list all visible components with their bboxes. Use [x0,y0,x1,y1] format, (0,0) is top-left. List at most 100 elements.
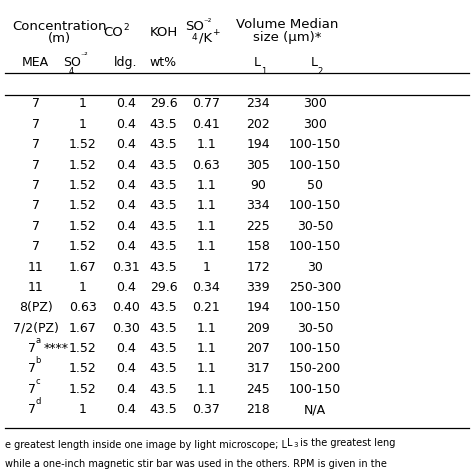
Text: 1: 1 [202,261,210,273]
Text: 7: 7 [27,403,36,416]
Text: is the greatest leng: is the greatest leng [297,438,396,448]
Text: 1.1: 1.1 [196,322,216,335]
Text: 7: 7 [27,342,36,355]
Text: 100-150: 100-150 [289,240,341,253]
Text: 202: 202 [246,118,270,131]
Text: 1.1: 1.1 [196,363,216,375]
Text: 1.52: 1.52 [69,138,97,151]
Text: 43.5: 43.5 [150,240,177,253]
Text: wt%: wt% [150,56,177,69]
Text: 7: 7 [32,138,39,151]
Text: d: d [36,397,41,406]
Text: 1: 1 [79,98,87,110]
Text: 4: 4 [69,67,74,76]
Text: 7/2(PZ): 7/2(PZ) [13,322,58,335]
Text: 90: 90 [250,179,266,192]
Text: KOH: KOH [149,26,178,39]
Text: 4: 4 [191,33,197,42]
Text: MEA: MEA [22,56,49,69]
Text: 1.67: 1.67 [69,261,97,273]
Text: 317: 317 [246,363,270,375]
Text: 7: 7 [32,118,39,131]
Text: 0.4: 0.4 [116,403,136,416]
Text: 218: 218 [246,403,270,416]
Text: while a one-inch magnetic stir bar was used in the others. RPM is given in the: while a one-inch magnetic stir bar was u… [5,459,387,469]
Text: b: b [36,356,41,365]
Text: 0.31: 0.31 [112,261,139,273]
Text: Concentration: Concentration [12,19,107,33]
Text: 43.5: 43.5 [150,200,177,212]
Text: L: L [254,56,261,69]
Text: ⁻²: ⁻² [81,51,88,60]
Text: 7: 7 [32,179,39,192]
Text: 8(PZ): 8(PZ) [18,301,53,314]
Text: 43.5: 43.5 [150,301,177,314]
Text: L: L [287,438,293,448]
Text: ****: **** [44,342,69,355]
Text: 7: 7 [27,383,36,396]
Text: 43.5: 43.5 [150,322,177,335]
Text: (m): (m) [48,32,71,46]
Text: 43.5: 43.5 [150,342,177,355]
Text: 1.52: 1.52 [69,240,97,253]
Text: 7: 7 [27,363,36,375]
Text: c: c [36,376,40,385]
Text: 0.4: 0.4 [116,342,136,355]
Text: 250-300: 250-300 [289,281,341,294]
Text: 1.52: 1.52 [69,200,97,212]
Text: 0.4: 0.4 [116,383,136,396]
Text: 100-150: 100-150 [289,200,341,212]
Text: 0.37: 0.37 [192,403,220,416]
Text: 0.4: 0.4 [116,220,136,233]
Text: ⁻²: ⁻² [204,18,212,27]
Text: 0.63: 0.63 [69,301,97,314]
Text: 7: 7 [32,98,39,110]
Text: +: + [212,28,220,37]
Text: 1.52: 1.52 [69,383,97,396]
Text: /K: /K [199,31,212,45]
Text: 0.4: 0.4 [116,159,136,172]
Text: 43.5: 43.5 [150,363,177,375]
Text: 1.1: 1.1 [196,383,216,396]
Text: 100-150: 100-150 [289,159,341,172]
Text: 7: 7 [32,200,39,212]
Text: 0.63: 0.63 [192,159,220,172]
Text: 339: 339 [246,281,270,294]
Text: 0.4: 0.4 [116,240,136,253]
Text: a: a [36,336,41,345]
Text: CO: CO [103,26,123,39]
Text: 0.4: 0.4 [116,138,136,151]
Text: 245: 245 [246,383,270,396]
Text: 43.5: 43.5 [150,383,177,396]
Text: 300: 300 [303,98,327,110]
Text: 7: 7 [32,240,39,253]
Text: 1.1: 1.1 [196,138,216,151]
Text: 0.77: 0.77 [192,98,220,110]
Text: 1: 1 [79,118,87,131]
Text: 0.41: 0.41 [192,118,220,131]
Text: size (μm)*: size (μm)* [253,31,321,44]
Text: 150-200: 150-200 [289,363,341,375]
Text: 2: 2 [123,23,129,32]
Text: 194: 194 [246,301,270,314]
Text: 100-150: 100-150 [289,138,341,151]
Text: ldg.: ldg. [114,56,137,69]
Text: 43.5: 43.5 [150,220,177,233]
Text: 334: 334 [246,200,270,212]
Text: 43.5: 43.5 [150,179,177,192]
Text: 3: 3 [294,442,298,448]
Text: 43.5: 43.5 [150,138,177,151]
Text: 100-150: 100-150 [289,342,341,355]
Text: 100-150: 100-150 [289,383,341,396]
Text: 30: 30 [307,261,323,273]
Text: 1.52: 1.52 [69,179,97,192]
Text: 1.1: 1.1 [196,240,216,253]
Text: 1.1: 1.1 [196,200,216,212]
Text: 43.5: 43.5 [150,403,177,416]
Text: 43.5: 43.5 [150,261,177,273]
Text: 194: 194 [246,138,270,151]
Text: 158: 158 [246,240,270,253]
Text: Volume Median: Volume Median [236,18,338,31]
Text: 11: 11 [27,261,44,273]
Text: SO: SO [185,20,204,33]
